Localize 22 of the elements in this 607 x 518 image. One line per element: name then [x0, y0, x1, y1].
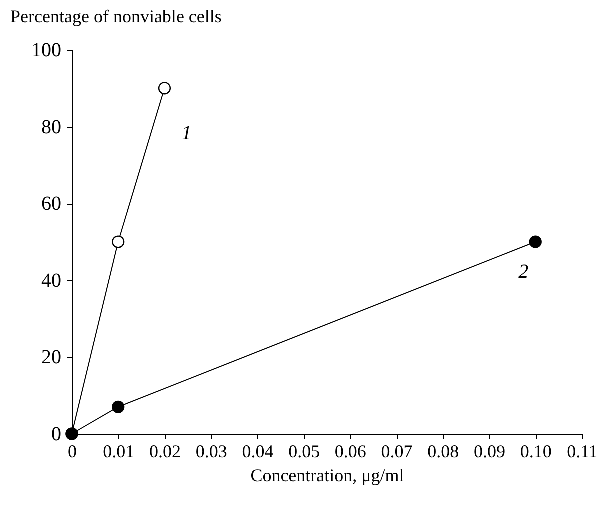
x-tick-label: 0.08: [428, 442, 460, 462]
x-tick-label: 0.04: [242, 442, 274, 462]
y-tick-label: 80: [42, 116, 62, 138]
series-label: 1: [182, 122, 192, 144]
y-axis-title: Percentage of nonviable cells: [10, 6, 222, 26]
x-tick-label: 0.10: [520, 442, 552, 462]
x-tick-label: 0: [68, 442, 77, 462]
series-label: 2: [518, 261, 529, 283]
x-axis-title: Concentration, μg/ml: [250, 466, 404, 486]
x-tick-label: 0.11: [567, 442, 598, 462]
x-tick-label: 0.07: [381, 442, 413, 462]
x-tick-label: 0.09: [474, 442, 506, 462]
x-tick-label: 0.06: [334, 442, 366, 462]
x-tick-label: 0.03: [196, 442, 228, 462]
x-tick-label: 0.05: [288, 442, 320, 462]
x-tick-label: 0.01: [103, 442, 135, 462]
y-tick-label: 100: [32, 40, 62, 62]
y-tick-label: 40: [42, 270, 62, 292]
x-tick-label: 0.02: [149, 442, 181, 462]
y-tick-label: 60: [42, 193, 62, 216]
y-tick-label: 0: [52, 424, 62, 446]
y-tick-label: 20: [42, 346, 62, 369]
